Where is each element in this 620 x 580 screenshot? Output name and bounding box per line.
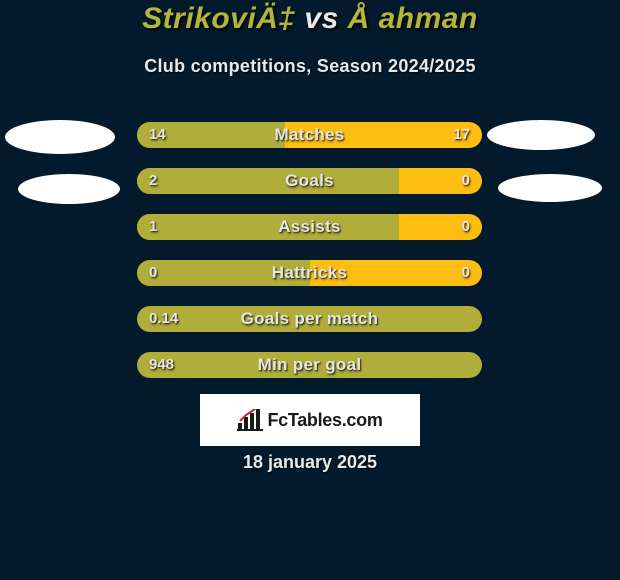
left-ellipse-2 <box>18 174 120 204</box>
player2-name: Å ahman <box>348 2 478 35</box>
left-ellipse-1 <box>5 120 115 154</box>
stat-row: 20Goals <box>137 168 482 194</box>
card-subtitle: Club competitions, Season 2024/2025 <box>0 56 620 77</box>
stat-row: 10Assists <box>137 214 482 240</box>
stat-row: 948Min per goal <box>137 352 482 378</box>
source-name: FcTables.com <box>267 410 382 431</box>
chart-icon <box>237 409 263 431</box>
stat-label: Goals <box>137 168 482 194</box>
stat-label: Matches <box>137 122 482 148</box>
vs-text: vs <box>304 2 338 35</box>
right-ellipse-1 <box>487 120 595 150</box>
right-ellipse-2 <box>498 174 602 202</box>
date-line: 18 january 2025 <box>0 452 620 473</box>
source-logo[interactable]: FcTables.com <box>200 394 420 446</box>
card-title: StrikoviÄ‡ vs Å ahman <box>0 2 620 36</box>
stat-label: Assists <box>137 214 482 240</box>
comparison-card: StrikoviÄ‡ vs Å ahman Club competitions,… <box>0 0 620 580</box>
stat-row: 00Hattricks <box>137 260 482 286</box>
stat-label: Goals per match <box>137 306 482 332</box>
stat-bars: 1417Matches 20Goals 10Assists 00Hattricks 0.… <box>137 122 482 398</box>
stat-label: Hattricks <box>137 260 482 286</box>
player1-name: StrikoviÄ‡ <box>142 2 295 35</box>
stat-row: 1417Matches <box>137 122 482 148</box>
stat-label: Min per goal <box>137 352 482 378</box>
stat-row: 0.14Goals per match <box>137 306 482 332</box>
